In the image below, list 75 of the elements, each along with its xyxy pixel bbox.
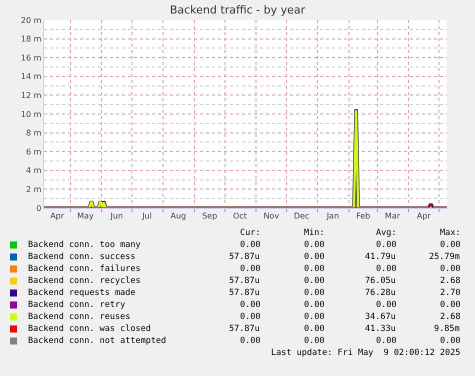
text: 0.00 — [304, 312, 324, 322]
chart-title: Backend traffic - by year — [170, 4, 306, 17]
x-tick-label: Jan — [326, 212, 340, 221]
y-tick-label: 20 m — [20, 16, 42, 25]
text: 0.00 — [304, 324, 324, 334]
text: 0.00 — [304, 252, 324, 262]
x-tick-label: Jul — [141, 212, 152, 221]
text: 57.87u — [229, 288, 260, 298]
text: 57.87u — [229, 252, 260, 262]
x-tick-label: Feb — [356, 212, 370, 221]
text: 57.87u — [229, 324, 260, 334]
legend-label: Backend conn. not attempted — [28, 336, 166, 346]
text: 0.00 — [304, 276, 324, 286]
y-tick-label: 0 — [36, 204, 42, 213]
legend-label: Backend conn. retry — [28, 300, 126, 310]
legend-label: Backend conn. too many — [28, 240, 141, 250]
text: 0.00 — [304, 336, 324, 346]
text: 0.00 — [240, 264, 260, 274]
text: 0.00 — [304, 264, 324, 274]
x-tick-label: Sep — [202, 212, 218, 221]
legend-label: Backend conn. was closed — [28, 324, 151, 334]
text: 0.00 — [240, 336, 260, 346]
y-tick-label: 16 m — [20, 53, 42, 62]
x-tick-label: Jun — [109, 212, 123, 221]
text: Avg: — [376, 228, 396, 238]
text: 25.79m — [429, 252, 460, 262]
text: 0.00 — [304, 240, 324, 250]
text: 0.00 — [376, 264, 396, 274]
text: 0.00 — [240, 300, 260, 310]
y-tick-label: 18 m — [20, 34, 42, 44]
text: 41.79u — [365, 252, 396, 262]
text: 0.00 — [240, 312, 260, 322]
text: 41.33u — [365, 324, 396, 334]
text: 57.87u — [229, 276, 260, 286]
text: 9.85m — [434, 324, 460, 334]
legend-label: Backend conn. recycles — [28, 276, 141, 286]
x-tick-label: Nov — [263, 212, 280, 221]
x-tick-label: Apr — [50, 212, 65, 221]
y-tick-label: 2 m — [26, 185, 42, 194]
y-tick-label: 6 m — [26, 147, 42, 156]
text: 76.28u — [365, 288, 396, 298]
x-tick-label: Apr — [416, 212, 432, 221]
text: Min: — [304, 228, 324, 238]
text: 34.67u — [365, 312, 396, 322]
y-tick-label: 4 m — [26, 166, 42, 176]
y-tick-label: 10 m — [20, 110, 42, 119]
text: 2.68 — [440, 276, 460, 286]
text: Max: — [440, 228, 460, 238]
legend-label: Backend conn. failures — [28, 264, 141, 274]
text: 0.00 — [240, 240, 260, 250]
text: 2.68 — [440, 312, 460, 322]
y-tick-label: 14 m — [20, 72, 42, 82]
x-tick-label: Aug — [170, 212, 186, 221]
legend-label: Backend requests made — [28, 288, 136, 298]
text: 76.05u — [365, 276, 396, 286]
legend-label: Backend conn. success — [28, 252, 136, 262]
x-tick-label: Mar — [384, 212, 401, 221]
x-tick-label: May — [77, 212, 94, 221]
text: 2.70 — [440, 288, 460, 298]
text: 0.00 — [376, 240, 396, 250]
text: 0.00 — [304, 288, 324, 298]
y-tick-label: 8 m — [26, 128, 42, 138]
text: Last update: Fri May 9 02:00:12 2025 — [271, 348, 460, 358]
text: 0.00 — [440, 300, 460, 310]
text: 0.00 — [440, 264, 460, 274]
y-tick-label: 12 m — [20, 91, 42, 100]
text: 0.00 — [440, 336, 460, 346]
legend-label: Backend conn. reuses — [28, 312, 130, 322]
text: 0.00 — [304, 300, 324, 310]
x-tick-label: Dec — [294, 212, 310, 221]
text: 0.00 — [376, 336, 396, 346]
x-tick-label: Oct — [233, 212, 247, 221]
text: 0.00 — [440, 240, 460, 250]
text: Cur: — [240, 228, 260, 238]
text: 0.00 — [376, 300, 396, 310]
